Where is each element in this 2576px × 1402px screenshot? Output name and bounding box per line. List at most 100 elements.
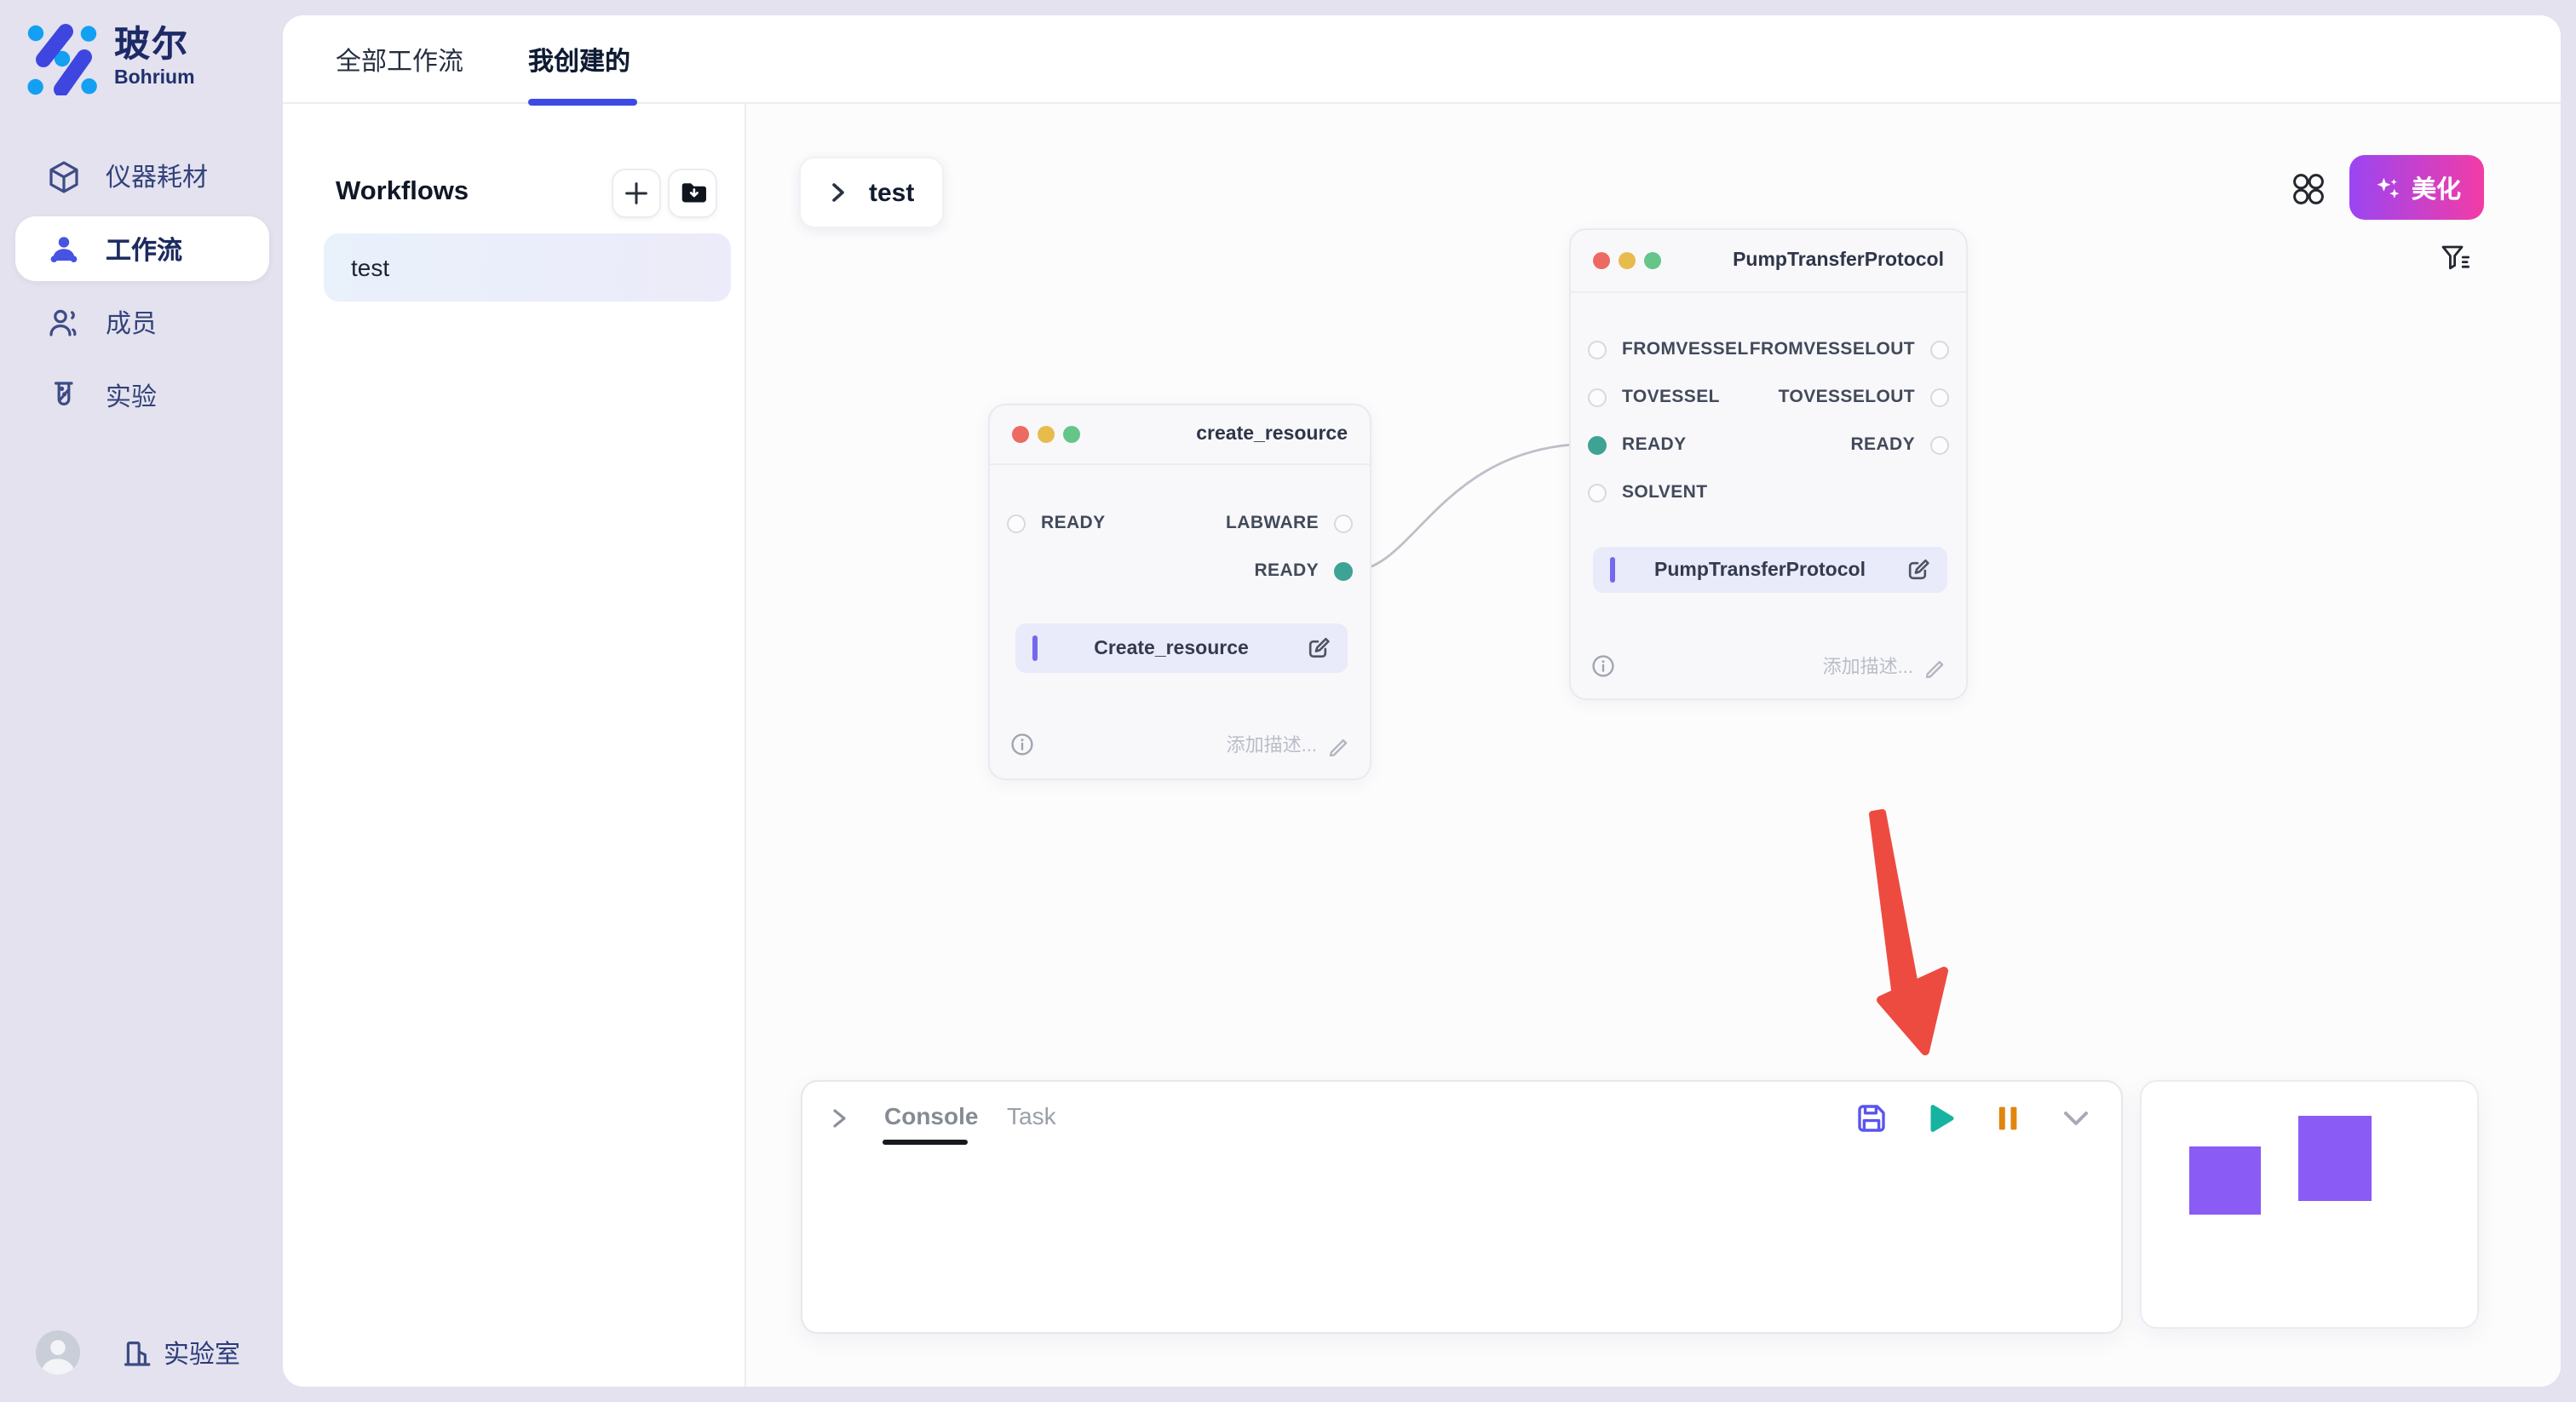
brand-logo[interactable]: 玻尔 Bohrium [26,24,195,95]
folder-download-icon [681,183,705,203]
port-dot-connected[interactable] [1334,561,1353,580]
sidebar-item-label: 实验 [106,382,158,411]
console-actions [1854,1100,2094,1136]
traffic-light-yellow-icon [1038,426,1055,443]
chevron-right-icon [832,183,844,202]
package-box-icon [49,160,78,192]
sidebar-item-workflow[interactable]: 工作流 [15,216,269,281]
port-dot[interactable] [1007,514,1026,532]
traffic-light-green-icon [1644,252,1661,269]
import-folder-button[interactable] [668,168,717,217]
node-header: create_resource [990,405,1370,465]
port-dot[interactable] [1930,435,1949,454]
tab-console[interactable]: Console [884,1102,979,1129]
lab-switcher[interactable]: 实验室 [121,1335,240,1370]
port-label: TOVESSEL [1622,387,1720,407]
sparkles-icon [2376,176,2399,198]
port-dot[interactable] [1588,388,1607,406]
port-ready-in[interactable]: READY [1588,433,1687,457]
sidebar-item-label: 工作流 [106,236,183,265]
add-workflow-button[interactable] [612,168,661,217]
beautify-button[interactable]: 美化 [2349,155,2484,220]
collapse-chevron-down-icon[interactable] [2058,1100,2094,1136]
port-dot[interactable] [1930,388,1949,406]
plus-icon [625,181,647,204]
port-fromvessel-in[interactable]: FROMVESSEL [1588,337,1749,361]
minimap[interactable] [2140,1080,2479,1329]
port-dot[interactable] [1930,340,1949,359]
pause-icon[interactable] [1990,1100,2026,1136]
port-dot[interactable] [1588,340,1607,359]
action-accent-bar [1610,557,1615,583]
node-action-box[interactable]: Create_resource [1015,623,1348,673]
port-dot-connected[interactable] [1588,435,1607,454]
minimap-node-create-resource [2189,1146,2261,1215]
sidebar-item-instruments[interactable]: 仪器耗材 [15,143,269,208]
brand-title: 玻尔 [114,26,189,65]
pencil-icon [1925,660,1944,677]
node-create-resource[interactable]: create_resource READY LABWARE READ [988,404,1371,780]
sidebar-item-experiments[interactable]: 实验 [15,363,269,428]
port-label: LABWARE [1226,513,1319,533]
port-label: SOLVENT [1622,482,1708,503]
port-fromvesselout-out[interactable]: FROMVESSELOUT [1750,337,1949,361]
node-footer: 添加描述... [1010,733,1349,756]
info-icon[interactable] [1010,733,1034,756]
console-active-underline [883,1140,968,1144]
workflow-item-label: test [351,254,390,281]
workflow-tabs-header: 全部工作流 我创建的 [283,15,2561,106]
node-footer: 添加描述... [1591,654,1946,678]
node-pump-transfer-protocol[interactable]: PumpTransferProtocol FROMVESSEL FROMVESS… [1569,228,1968,700]
action-label: Create_resource [1094,638,1249,658]
workflow-list-item-test[interactable]: test [324,233,731,302]
port-label: READY [1041,513,1106,533]
port-dot[interactable] [1334,514,1353,532]
port-label: FROMVESSELOUT [1749,339,1915,359]
description-text: 添加描述... [1822,658,1913,678]
port-labware-out[interactable]: LABWARE [1226,511,1353,535]
beautify-label: 美化 [2412,176,2461,204]
breadcrumb[interactable]: test [799,157,944,228]
port-solvent-in[interactable]: SOLVENT [1588,480,1707,504]
layout-clover-icon[interactable] [2290,170,2327,208]
port-tovessel-in[interactable]: TOVESSEL [1588,385,1720,409]
node-description-placeholder[interactable]: 添加描述... [1823,652,1946,680]
edit-icon[interactable] [1905,557,1930,583]
sidebar-item-members[interactable]: 成员 [15,290,269,354]
action-accent-bar [1032,635,1038,661]
port-dot[interactable] [1588,483,1607,502]
tab-task[interactable]: Task [1007,1102,1056,1129]
tab-my-created[interactable]: 我创建的 [528,47,631,76]
save-icon[interactable] [1854,1100,1889,1136]
info-icon[interactable] [1591,654,1615,678]
traffic-light-yellow-icon [1619,252,1636,269]
port-label: FROMVESSEL [1622,339,1749,359]
tab-all-workflows[interactable]: 全部工作流 [336,47,464,76]
port-ready-out[interactable]: READY [1850,433,1949,457]
node-title: PumpTransferProtocol [1733,250,1944,271]
port-label: TOVESSELOUT [1778,387,1915,407]
building-icon [124,1341,151,1365]
filter-funnel-icon[interactable] [2440,244,2470,274]
node-header: PumpTransferProtocol [1571,230,1966,293]
avatar-person-icon [36,1330,80,1375]
description-text: 添加描述... [1226,736,1317,756]
node-title: create_resource [1196,424,1348,445]
brand-text: 玻尔 Bohrium [114,24,195,90]
panel-divider [745,104,746,1387]
port-ready-in[interactable]: READY [1007,511,1106,535]
node-description-placeholder[interactable]: 添加描述... [1227,731,1349,758]
port-ready-out[interactable]: READY [1254,559,1353,583]
traffic-light-red-icon [1593,252,1610,269]
workflow-canvas[interactable]: test 美化 [746,104,2561,1387]
edit-icon[interactable] [1305,635,1331,661]
avatar[interactable] [36,1330,80,1375]
run-play-icon[interactable] [1922,1100,1958,1136]
port-tovesselout-out[interactable]: TOVESSELOUT [1779,385,1949,409]
node-action-box[interactable]: PumpTransferProtocol [1593,547,1947,593]
workflows-panel-header: Workflows [336,167,717,218]
breadcrumb-label: test [869,178,915,207]
console-expand-chevron-icon[interactable] [826,1106,852,1131]
sidebar-nav: 仪器耗材 工作流 成员 [15,143,269,428]
